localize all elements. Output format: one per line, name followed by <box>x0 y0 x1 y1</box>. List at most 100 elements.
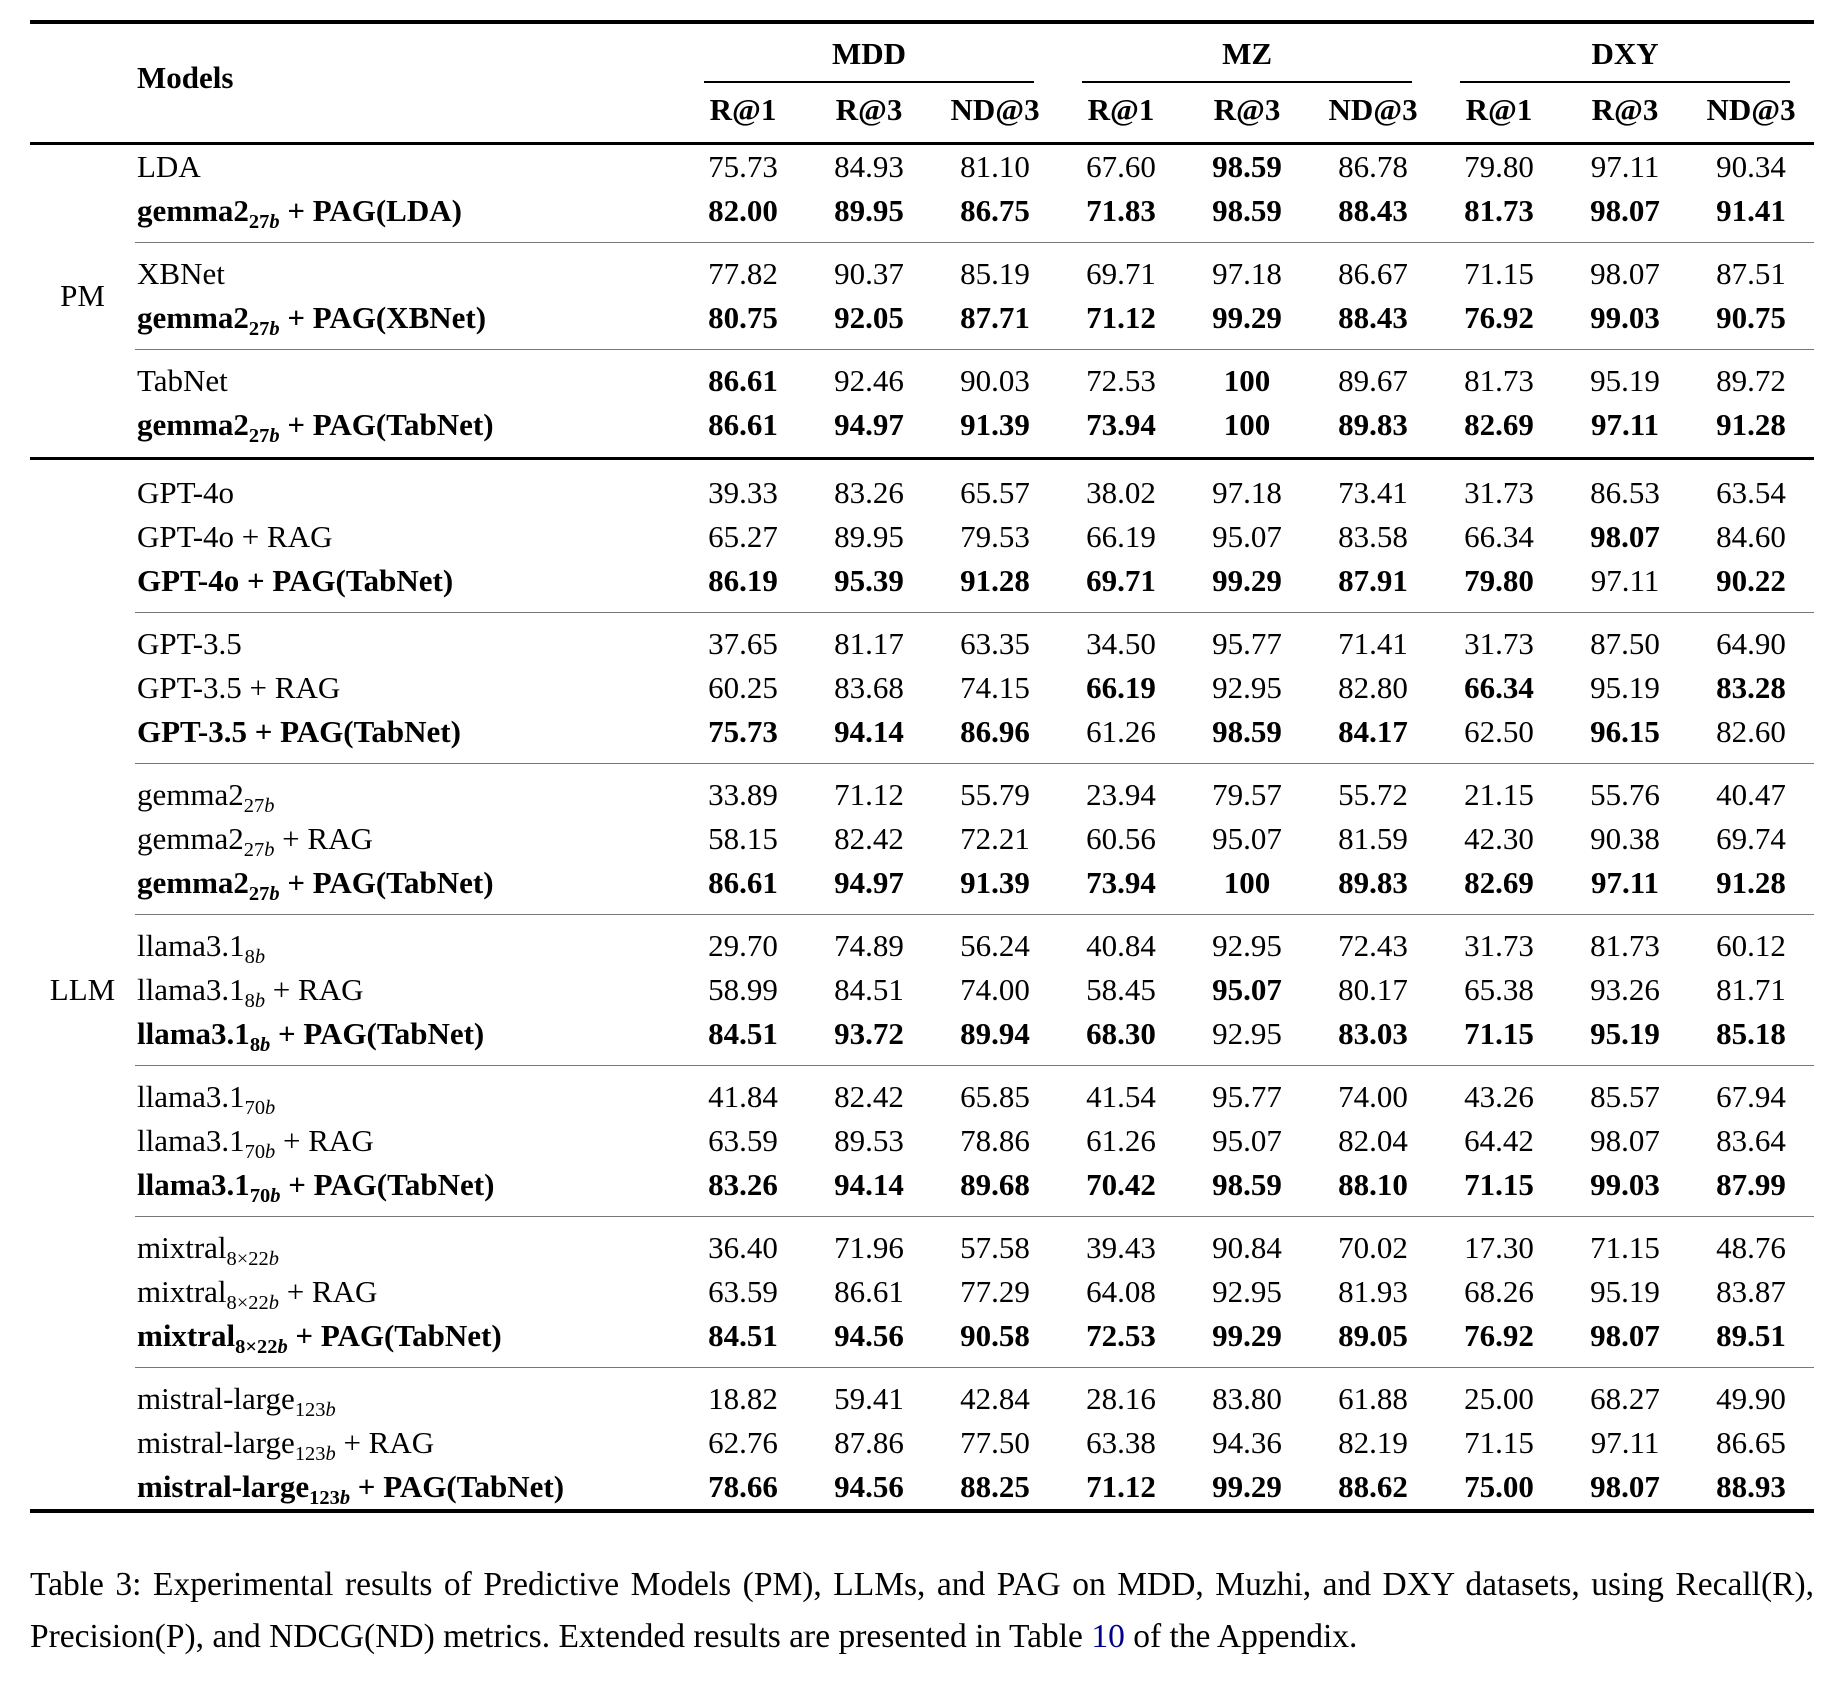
metric-value-cell: 79.57 <box>1212 777 1282 812</box>
metric-value-cell: 73.94 <box>1086 865 1156 900</box>
metric-value-cell: 91.39 <box>960 865 1030 900</box>
table-body: PM LDA 75.73 84.93 81.10 67.60 98.59 86.78 79.80… <box>30 144 1815 1512</box>
model-name-cell: mistral-large123b + PAG(TabNet) <box>137 1469 565 1510</box>
metric-value-cell: 81.59 <box>1338 821 1408 856</box>
subgroup-rule <box>135 1216 1815 1217</box>
metric-value-cell: 43.26 <box>1464 1079 1534 1114</box>
model-size-subscript: 70b <box>249 1185 281 1208</box>
metric-value-cell: 75.00 <box>1464 1469 1534 1504</box>
model-name-cell: GPT-3.5 <box>137 626 242 661</box>
metric-value-cell: 66.34 <box>1464 670 1534 705</box>
metric-value-cell: 74.00 <box>1338 1079 1408 1114</box>
model-size-subscript: 27b <box>248 425 280 448</box>
metric-value-cell: 65.57 <box>960 475 1030 510</box>
metric-value-cell: 87.91 <box>1338 563 1408 598</box>
metric-value-cell: 92.95 <box>1212 670 1282 705</box>
metric-value-cell: 62.76 <box>708 1425 778 1460</box>
metric-value-cell: 99.29 <box>1212 1469 1282 1504</box>
metric-value-cell: 83.80 <box>1212 1381 1282 1416</box>
metric-value-cell: 98.07 <box>1590 1469 1660 1504</box>
metric-value-cell: 99.29 <box>1212 1318 1282 1353</box>
metric-value-cell: 88.43 <box>1338 300 1408 335</box>
table-row: GPT-3.5 + PAG(TabNet) 75.73 94.14 86.96 61.2… <box>30 710 1814 754</box>
header-group-DXY: DXY <box>1436 22 1814 83</box>
metric-value-cell: 91.39 <box>960 407 1030 442</box>
metric-value-cell: 98.07 <box>1590 256 1660 291</box>
metric-value-cell: 90.03 <box>960 363 1030 398</box>
metric-value-cell: 85.19 <box>960 256 1030 291</box>
model-size-subscript: 123b <box>309 1487 351 1510</box>
metric-value-cell: 98.59 <box>1212 1167 1282 1202</box>
metric-value-cell: 94.14 <box>834 714 904 749</box>
metric-value-cell: 55.76 <box>1590 777 1660 812</box>
metric-value-cell: 90.37 <box>834 256 904 291</box>
metric-value-cell: 86.53 <box>1590 475 1660 510</box>
header-MZ-R@3: R@3 <box>1184 83 1311 145</box>
metric-value-cell: 89.53 <box>834 1123 904 1158</box>
metric-value-cell: 55.72 <box>1338 777 1408 812</box>
header-row-groups: Models MDD MZ DXY <box>30 22 1814 145</box>
metric-value-cell: 98.07 <box>1590 1318 1660 1353</box>
metric-value-cell: 70.02 <box>1338 1230 1408 1265</box>
metric-value-cell: 42.84 <box>960 1381 1030 1416</box>
metric-value-cell: 71.15 <box>1464 1167 1534 1202</box>
model-size-subscript: 27b <box>248 318 280 341</box>
metric-value-cell: 95.19 <box>1590 670 1660 705</box>
metric-value-cell: 100 <box>1223 363 1271 398</box>
metric-value-cell: 73.41 <box>1338 475 1408 510</box>
metric-value-cell: 25.00 <box>1464 1381 1534 1416</box>
metric-value-cell: 63.59 <box>708 1123 778 1158</box>
model-name-cell: llama3.18b + PAG(TabNet) <box>137 1016 485 1057</box>
section-separator <box>30 447 1815 471</box>
metric-value-cell: 94.97 <box>834 865 904 900</box>
model-size-subscript: 8×22b <box>235 1336 288 1359</box>
metric-value-cell: 92.46 <box>834 363 904 398</box>
metric-value-cell: 85.57 <box>1590 1079 1660 1114</box>
metric-value-cell: 95.07 <box>1212 519 1282 554</box>
metric-value-cell: 74.15 <box>960 670 1030 705</box>
metric-value-cell: 36.40 <box>708 1230 778 1265</box>
subgroup-separator <box>30 233 1815 252</box>
metric-value-cell: 91.28 <box>1716 865 1786 900</box>
table-10-link[interactable]: 10 <box>1091 1618 1125 1656</box>
metric-value-cell: 92.05 <box>834 300 904 335</box>
table-row: mistral-large123b + PAG(TabNet) 78.66 94.5… <box>30 1465 1814 1511</box>
section-rule <box>30 457 1815 460</box>
model-name-cell: mistral-large123b <box>137 1381 336 1422</box>
metric-value-cell: 77.82 <box>708 256 778 291</box>
metric-value-cell: 98.07 <box>1590 1123 1660 1158</box>
metric-value-cell: 79.80 <box>1464 563 1534 598</box>
metric-value-cell: 97.11 <box>1590 149 1660 184</box>
metric-value-cell: 97.18 <box>1212 475 1282 510</box>
metric-value-cell: 98.07 <box>1590 519 1660 554</box>
metric-value-cell: 76.92 <box>1464 300 1534 335</box>
subgroup-separator <box>30 905 1815 924</box>
metric-value-cell: 81.71 <box>1716 972 1786 1007</box>
metric-value-cell: 86.65 <box>1716 1425 1786 1460</box>
metric-value-cell: 72.43 <box>1338 928 1408 963</box>
model-name-cell: llama3.170b + RAG <box>137 1123 374 1164</box>
metric-value-cell: 48.76 <box>1716 1230 1786 1265</box>
subgroup-separator-cell <box>135 340 1815 359</box>
metric-value-cell: 71.15 <box>1590 1230 1660 1265</box>
table-row: llama3.18b 29.70 74.89 56.24 40.84 92.95 72.43… <box>30 924 1814 968</box>
metric-value-cell: 83.68 <box>834 670 904 705</box>
model-size-subscript: 70b <box>244 1097 276 1120</box>
metric-value-cell: 71.83 <box>1086 193 1156 228</box>
metric-value-cell: 86.61 <box>834 1274 904 1309</box>
model-size-subscript: 123b <box>294 1443 336 1466</box>
table-row: llama3.170b 41.84 82.42 65.85 41.54 95.77 74.0… <box>30 1075 1814 1119</box>
model-name-cell: gemma227b + PAG(TabNet) <box>137 407 494 448</box>
metric-value-cell: 77.29 <box>960 1274 1030 1309</box>
metric-value-cell: 68.26 <box>1464 1274 1534 1309</box>
metric-value-cell: 57.58 <box>960 1230 1030 1265</box>
metric-value-cell: 94.56 <box>834 1469 904 1504</box>
model-name-cell: GPT-3.5 + PAG(TabNet) <box>137 714 461 749</box>
subgroup-separator-cell <box>135 1056 1815 1075</box>
table-row: llama3.18b + PAG(TabNet) 84.51 93.72 89.94 6… <box>30 1012 1814 1056</box>
metric-value-cell: 82.69 <box>1464 407 1534 442</box>
table-row: XBNet 77.82 90.37 85.19 69.71 97.18 86.67 71.15… <box>30 252 1814 296</box>
results-table: Models MDD MZ DXY R@1 R@3 ND@3 R@1 R@3 ND@3 R@1 R@3… <box>30 20 1815 1513</box>
model-name-cell: gemma227b + PAG(LDA) <box>137 193 462 234</box>
metric-value-cell: 81.17 <box>834 626 904 661</box>
